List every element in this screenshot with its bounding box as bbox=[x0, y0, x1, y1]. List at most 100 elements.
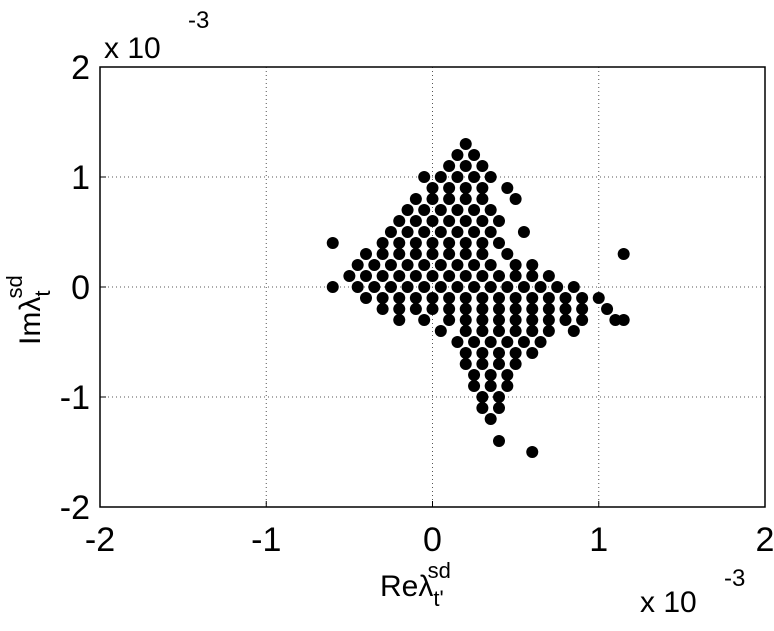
point bbox=[326, 281, 339, 293]
point bbox=[443, 303, 456, 315]
point bbox=[493, 303, 505, 315]
points bbox=[326, 138, 630, 458]
point bbox=[443, 270, 456, 282]
point bbox=[459, 138, 472, 150]
x-tick-label: 0 bbox=[423, 521, 442, 559]
point bbox=[434, 281, 447, 293]
point bbox=[434, 325, 447, 337]
point bbox=[401, 281, 414, 293]
point bbox=[542, 325, 555, 337]
point bbox=[617, 314, 630, 326]
point bbox=[484, 336, 497, 348]
x-multiplier: x 10 bbox=[640, 586, 697, 619]
x-tick-label: -2 bbox=[85, 521, 115, 559]
point bbox=[426, 292, 439, 304]
y-exponent: -3 bbox=[188, 7, 209, 34]
point bbox=[459, 358, 472, 370]
point bbox=[409, 303, 422, 315]
point bbox=[409, 215, 422, 227]
point bbox=[443, 292, 456, 304]
point bbox=[426, 248, 439, 260]
point bbox=[468, 369, 481, 381]
point bbox=[476, 347, 489, 359]
point bbox=[559, 314, 572, 326]
point bbox=[534, 281, 547, 293]
point bbox=[459, 160, 472, 172]
point bbox=[459, 237, 472, 249]
point bbox=[451, 171, 464, 183]
point bbox=[509, 347, 522, 359]
point bbox=[526, 270, 539, 282]
point bbox=[443, 182, 456, 194]
x-label-main: Reλ bbox=[380, 570, 433, 603]
point bbox=[459, 193, 472, 205]
point bbox=[567, 281, 580, 293]
point bbox=[509, 314, 522, 326]
point bbox=[509, 193, 522, 205]
point bbox=[526, 325, 539, 337]
point bbox=[484, 259, 497, 271]
point bbox=[501, 369, 514, 381]
point bbox=[451, 259, 464, 271]
point bbox=[526, 446, 539, 458]
point bbox=[476, 160, 489, 172]
point bbox=[418, 259, 431, 271]
point bbox=[484, 369, 497, 381]
point bbox=[351, 281, 364, 293]
point bbox=[526, 314, 539, 326]
x-tick-label: 2 bbox=[756, 521, 774, 559]
point bbox=[418, 281, 431, 293]
point bbox=[459, 303, 472, 315]
point bbox=[451, 204, 464, 216]
point bbox=[576, 303, 589, 315]
y-multiplier: x 10 bbox=[104, 32, 161, 65]
point bbox=[393, 248, 406, 260]
point bbox=[384, 281, 397, 293]
y-tick-label: 1 bbox=[71, 159, 90, 197]
point bbox=[559, 292, 572, 304]
point bbox=[517, 336, 530, 348]
point bbox=[517, 226, 530, 238]
point bbox=[409, 193, 422, 205]
point bbox=[409, 237, 422, 249]
point bbox=[459, 215, 472, 227]
y-label-main: Imλ bbox=[14, 297, 47, 345]
point bbox=[376, 270, 389, 282]
point bbox=[451, 226, 464, 238]
point bbox=[484, 281, 497, 293]
point bbox=[501, 336, 514, 348]
y-tick-label: -1 bbox=[60, 379, 90, 417]
y-tick-label: -2 bbox=[60, 489, 90, 527]
point bbox=[360, 292, 372, 304]
point bbox=[509, 325, 522, 337]
point bbox=[484, 413, 497, 425]
point bbox=[326, 237, 339, 249]
x-label-sub: t' bbox=[433, 586, 443, 611]
point bbox=[493, 237, 505, 249]
point bbox=[501, 380, 514, 392]
point bbox=[443, 215, 456, 227]
point bbox=[592, 292, 605, 304]
point bbox=[542, 292, 555, 304]
y-tick-label: 2 bbox=[71, 49, 90, 87]
point bbox=[493, 391, 505, 403]
point bbox=[434, 171, 447, 183]
point bbox=[434, 259, 447, 271]
point bbox=[451, 281, 464, 293]
point bbox=[468, 171, 481, 183]
point bbox=[567, 325, 580, 337]
point bbox=[517, 281, 530, 293]
point bbox=[476, 391, 489, 403]
point bbox=[468, 380, 481, 392]
point bbox=[493, 292, 505, 304]
point bbox=[484, 226, 497, 238]
point bbox=[476, 292, 489, 304]
point bbox=[526, 259, 539, 271]
point bbox=[501, 248, 514, 260]
point bbox=[534, 336, 547, 348]
point bbox=[468, 259, 481, 271]
point bbox=[476, 237, 489, 249]
point bbox=[376, 248, 389, 260]
point bbox=[459, 325, 472, 337]
